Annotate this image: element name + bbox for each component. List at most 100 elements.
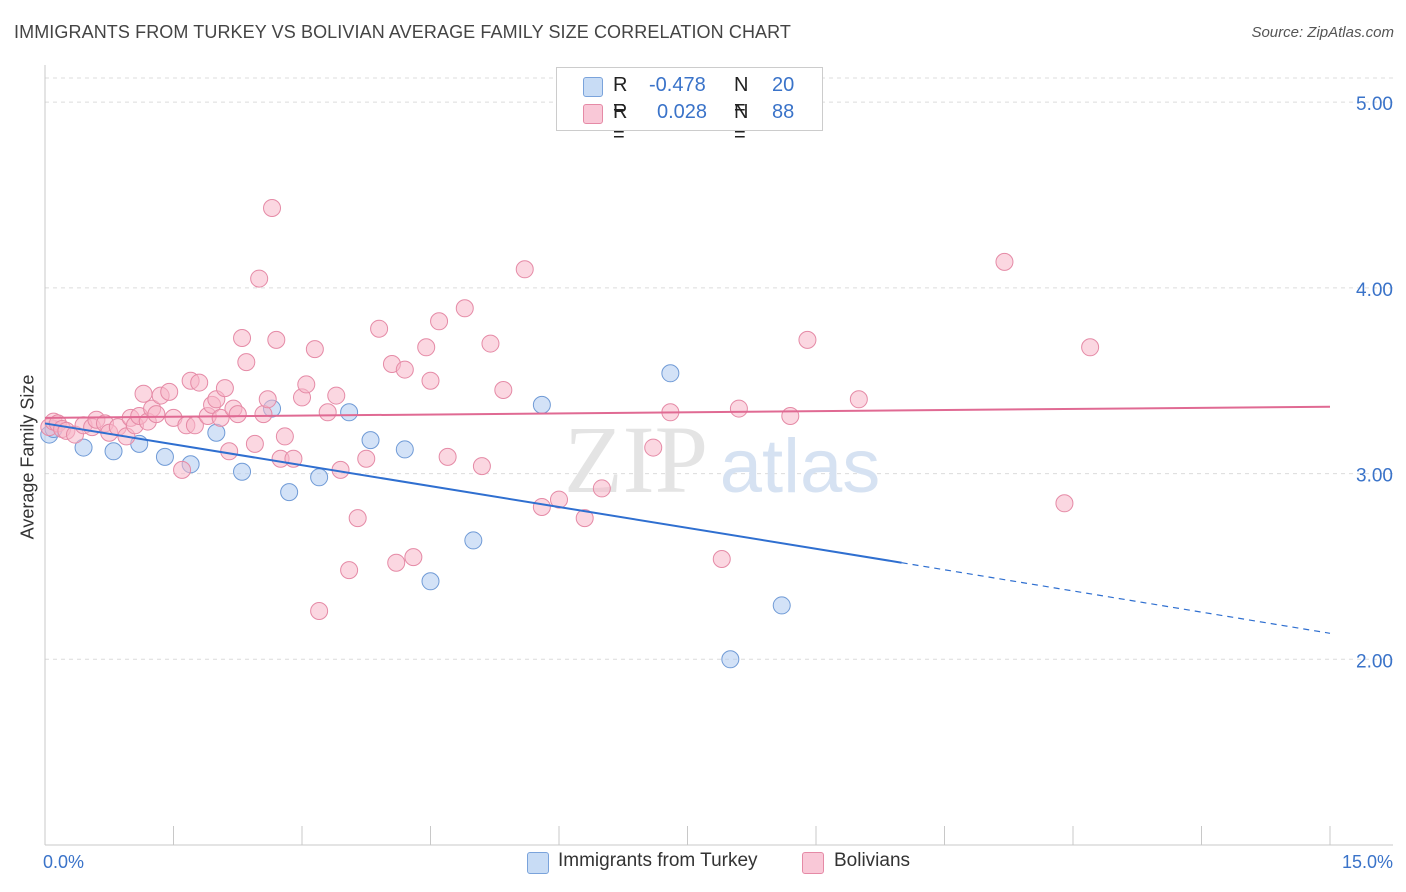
series-label-turkey: Immigrants from Turkey	[558, 850, 758, 871]
legend-n-label: N =	[734, 74, 749, 119]
watermark-atlas: atlas	[720, 424, 881, 509]
y-tick-label: 4.00	[1356, 280, 1393, 301]
bolivian-point	[798, 330, 817, 349]
turkey-point	[155, 447, 174, 466]
bolivian-point	[245, 434, 264, 453]
bolivian-point	[404, 548, 423, 567]
bolivian-point	[995, 252, 1014, 271]
legend-r-value: -0.478	[649, 74, 706, 96]
bolivian-point	[849, 390, 868, 409]
turkey-point	[310, 468, 329, 487]
turkey-point	[361, 431, 380, 450]
bolivian-point	[318, 403, 337, 422]
bolivian-point	[275, 427, 294, 446]
turkey-point	[340, 403, 359, 422]
bolivian-point	[310, 602, 329, 620]
x-tick-max: 15.0%	[1341, 852, 1393, 872]
y-tick-label: 5.00	[1356, 94, 1393, 115]
bolivian-point	[781, 407, 800, 425]
series-swatch-turkey	[527, 852, 549, 874]
bolivian-point	[455, 299, 474, 318]
bolivian-trend-line	[44, 405, 1331, 419]
bolivian-point	[729, 399, 748, 418]
legend-n-label: N =	[734, 101, 749, 146]
turkey-point	[395, 440, 414, 459]
bolivian-point	[438, 447, 457, 466]
y-tick-label: 2.00	[1356, 651, 1393, 672]
x-tick-min: 0.0%	[43, 852, 85, 872]
legend-r-label: R =	[613, 101, 628, 146]
legend-r-value: 0.028	[657, 101, 708, 123]
legend-n-value: 20	[772, 74, 795, 96]
bolivian-point	[237, 353, 256, 372]
series-swatch-bolivians	[802, 852, 824, 874]
bolivian-point	[1055, 494, 1074, 513]
bolivian-point	[228, 405, 247, 424]
bolivian-point	[220, 442, 239, 461]
bolivian-point	[215, 379, 234, 398]
turkey-point	[532, 395, 551, 414]
bolivian-point	[250, 269, 269, 288]
bolivian-point	[233, 329, 252, 347]
turkey-point	[233, 462, 252, 481]
turkey-point	[280, 483, 299, 502]
turkey-point	[464, 531, 483, 550]
chart-source: Source: ZipAtlas.com	[1251, 24, 1394, 41]
bolivian-point	[575, 509, 594, 528]
bolivian-point	[254, 405, 273, 424]
legend-n-value: 88	[772, 101, 795, 123]
bolivian-point	[267, 330, 286, 349]
series-legend-bolivians: Bolivians	[802, 850, 932, 876]
turkey-point	[207, 423, 226, 442]
turkey-trend-line	[44, 422, 902, 564]
correlation-legend: R = -0.478 N = 20 R = 0.028 N = 88	[556, 67, 823, 146]
bolivian-point	[592, 479, 611, 498]
bolivian-point	[297, 375, 316, 394]
bolivian-point	[263, 199, 282, 217]
bolivian-point	[515, 260, 534, 279]
bolivian-point	[348, 509, 367, 528]
bolivian-point	[340, 561, 359, 580]
legend-swatch-bolivians	[583, 104, 603, 124]
y-tick-label: 3.00	[1356, 466, 1393, 487]
bolivian-point	[258, 390, 277, 409]
bolivian-point	[417, 338, 436, 357]
bolivian-point	[327, 386, 346, 405]
bolivian-point	[190, 373, 209, 392]
bolivian-point	[305, 340, 324, 359]
bolivian-point	[370, 319, 389, 338]
bolivian-point	[712, 550, 731, 568]
turkey-trend-extension	[901, 562, 1331, 634]
data-points	[40, 199, 1100, 669]
bolivian-point	[550, 490, 568, 509]
bolivian-point	[421, 371, 440, 390]
legend-r-label: R =	[613, 74, 628, 119]
bolivian-point	[147, 405, 166, 424]
bolivian-point	[387, 553, 406, 572]
watermark-zip: ZIP	[564, 406, 708, 513]
bolivian-point	[160, 382, 179, 401]
watermark: ZIP atlas	[564, 406, 880, 513]
bolivian-point	[1081, 338, 1100, 357]
axes	[44, 65, 1393, 846]
bolivian-point	[644, 438, 663, 457]
bolivian-point	[395, 360, 414, 379]
bolivian-point	[494, 381, 513, 399]
series-label-bolivians: Bolivians	[834, 850, 911, 871]
turkey-point	[772, 596, 791, 615]
bolivian-point	[481, 334, 500, 353]
bolivian-point	[357, 449, 376, 468]
bolivian-point	[134, 384, 153, 403]
legend-swatch-turkey	[583, 77, 603, 97]
bolivian-point	[532, 498, 551, 516]
y-axis-label: Average Family Size	[17, 374, 38, 540]
bolivian-point	[173, 460, 192, 479]
bolivian-point	[211, 408, 230, 427]
turkey-point	[74, 438, 93, 457]
turkey-point	[721, 650, 740, 669]
series-legend-turkey: Immigrants from Turkey	[527, 850, 787, 876]
bolivian-point	[430, 312, 449, 331]
trend-lines	[44, 405, 1331, 634]
turkey-point	[661, 364, 680, 383]
chart-title: IMMIGRANTS FROM TURKEY VS BOLIVIAN AVERA…	[14, 22, 792, 42]
